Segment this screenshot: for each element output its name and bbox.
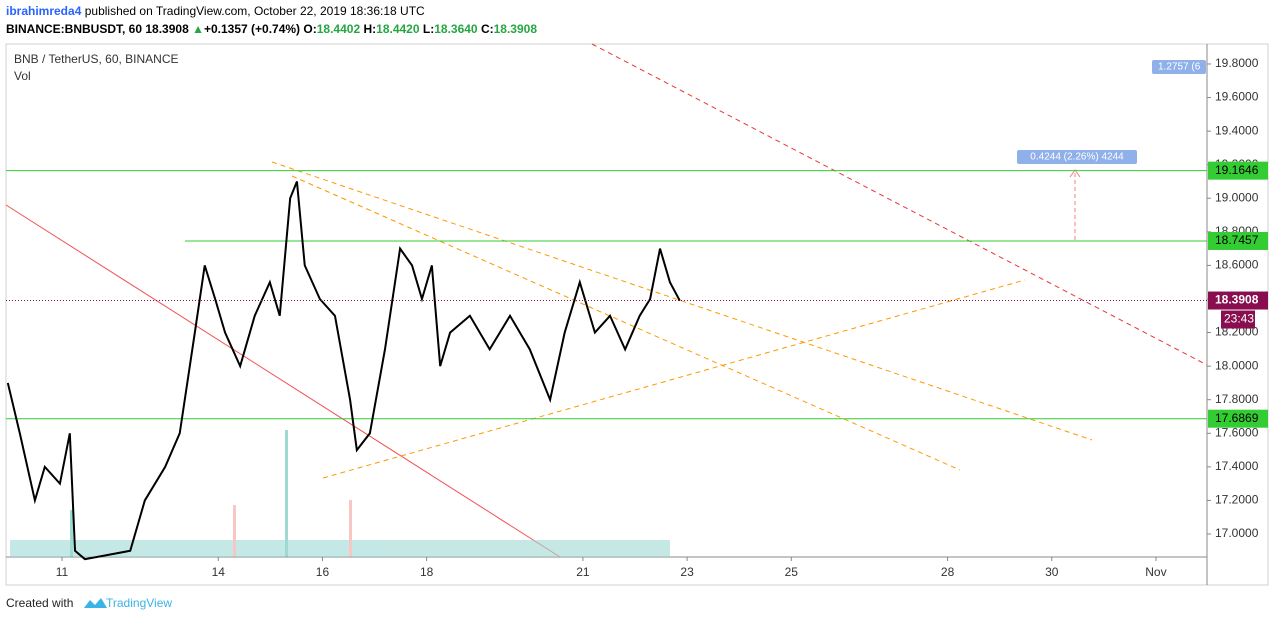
offscreen-label: 1.2757 (6 — [1158, 62, 1201, 73]
y-tick-label: 17.4000 — [1215, 459, 1259, 473]
level-label: 18.7457 — [1215, 233, 1259, 247]
x-tick-label: 23 — [680, 565, 694, 579]
y-tick-label: 19.0000 — [1215, 190, 1259, 204]
close: 18.3908 — [493, 22, 538, 36]
current-box — [1208, 291, 1268, 310]
level-label: 17.6869 — [1215, 411, 1259, 425]
x-tick-label: 30 — [1045, 565, 1059, 579]
legend-vol: Vol — [14, 69, 31, 83]
x-tick-label: 28 — [941, 565, 955, 579]
low: 18.3640 — [434, 22, 478, 36]
level-box — [1208, 409, 1268, 428]
level-box — [1208, 161, 1268, 180]
volume — [10, 430, 670, 557]
y-tick-label: 18.6000 — [1215, 258, 1259, 272]
trend-line — [591, 43, 1208, 366]
current-label: 18.3908 — [1215, 293, 1259, 307]
open: 18.4402 — [316, 22, 361, 36]
trend-line — [291, 175, 961, 471]
quote-line: BINANCE:BNBUSDT, 60 18.3908 ▲+0.1357 (+0… — [6, 22, 537, 36]
x-tick-label: 11 — [56, 565, 69, 579]
measure-arrow — [1069, 169, 1081, 178]
o-label: O: — [303, 22, 317, 36]
frame — [5, 43, 1269, 586]
x-tick-label: 14 — [212, 565, 226, 579]
footer-brand[interactable]: TradingView — [106, 596, 172, 610]
logo — [84, 598, 107, 608]
h-label: H: — [363, 22, 377, 36]
y-tick-label: 19.4000 — [1215, 123, 1259, 137]
x-tick-label: 25 — [785, 565, 799, 579]
last: 18.3908 — [145, 22, 189, 36]
x-tick-label: 18 — [420, 565, 434, 579]
published: published on TradingView.com, October 22… — [84, 4, 425, 18]
level-box — [1208, 231, 1268, 250]
volume-spike — [285, 430, 288, 557]
y-tick-label: 19.6000 — [1215, 90, 1259, 104]
l-label: L: — [422, 22, 435, 36]
x-tick-label: Nov — [1145, 565, 1166, 579]
trend-line — [5, 204, 561, 558]
arrow: ▲ — [192, 22, 204, 36]
countdown: 23:43 — [1224, 312, 1254, 326]
c-label: C: — [480, 22, 494, 36]
level-label: 19.1646 — [1215, 163, 1259, 177]
volume-band — [10, 540, 670, 557]
user[interactable]: ibrahimreda4 — [6, 4, 82, 18]
volume-spike — [70, 510, 73, 557]
change: +0.1357 (+0.74%) — [203, 22, 301, 36]
price-line — [6, 181, 681, 561]
x-tick-label: 21 — [576, 565, 590, 579]
y-tick-label: 17.8000 — [1215, 392, 1259, 406]
y-tick-label: 17.6000 — [1215, 425, 1259, 439]
countdown-box — [1221, 310, 1255, 329]
trend-line — [322, 279, 1026, 479]
y-tick-label: 17.2000 — [1215, 493, 1259, 507]
header-line: ibrahimreda4 published on TradingView.co… — [6, 4, 425, 18]
x-tick-label: 16 — [316, 565, 330, 579]
y-tick-label: 17.0000 — [1215, 526, 1259, 540]
volume-spike — [233, 505, 236, 557]
volume-spike — [349, 500, 352, 557]
measure-box — [1017, 150, 1137, 164]
footer-created: Created with — [6, 596, 73, 610]
offscreen-box — [1152, 60, 1206, 74]
symbol: BINANCE:BNBUSDT, 60 — [6, 22, 143, 36]
y-tick-label: 19.8000 — [1215, 56, 1259, 70]
high: 18.4420 — [376, 22, 420, 36]
y-tick-label: 18.0000 — [1215, 358, 1259, 372]
measure-label: 0.4244 (2.26%) 4244 — [1030, 152, 1124, 163]
legend-title: BNB / TetherUS, 60, BINANCE — [14, 52, 179, 66]
